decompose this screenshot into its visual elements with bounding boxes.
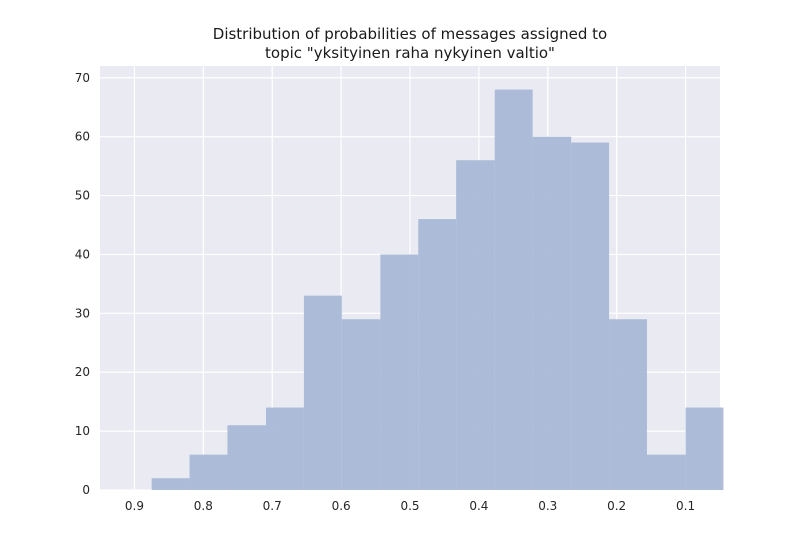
- x-axis-ticks: 0.9 0.8 0.7 0.6 0.5 0.4 0.3 0.2 0.1: [125, 499, 695, 513]
- y-tick-label: 40: [75, 247, 90, 261]
- histogram-bar: [304, 296, 342, 490]
- chart-title-line-1: Distribution of probabilities of message…: [213, 25, 607, 43]
- histogram-bar: [495, 90, 533, 490]
- histogram-bar: [647, 455, 686, 490]
- x-tick-label: 0.6: [332, 499, 351, 513]
- x-tick-label: 0.7: [263, 499, 282, 513]
- histogram-bar: [533, 137, 572, 490]
- y-tick-label: 10: [75, 424, 90, 438]
- histogram-bar: [571, 143, 609, 490]
- y-tick-label: 0: [82, 483, 90, 497]
- x-tick-label: 0.5: [400, 499, 419, 513]
- x-tick-label: 0.1: [676, 499, 695, 513]
- histogram-bar: [190, 455, 228, 490]
- histogram-bar: [686, 408, 724, 490]
- x-tick-label: 0.3: [538, 499, 557, 513]
- y-tick-label: 70: [75, 71, 90, 85]
- histogram-bar: [342, 319, 381, 490]
- y-axis-ticks: 0 10 20 30 40 50 60 70: [75, 71, 90, 497]
- y-tick-label: 20: [75, 365, 90, 379]
- y-tick-label: 60: [75, 130, 90, 144]
- y-tick-label: 50: [75, 189, 90, 203]
- histogram-bar: [227, 425, 266, 490]
- x-tick-label: 0.8: [194, 499, 213, 513]
- histogram-bar: [380, 254, 418, 490]
- histogram-bar: [266, 408, 304, 490]
- x-tick-label: 0.2: [607, 499, 626, 513]
- chart-title-line-2: topic "yksityinen raha nykyinen valtio": [265, 44, 555, 62]
- histogram-bar: [152, 478, 190, 490]
- x-tick-label: 0.9: [125, 499, 144, 513]
- x-tick-label: 0.4: [469, 499, 488, 513]
- y-tick-label: 30: [75, 306, 90, 320]
- histogram-bar: [609, 319, 647, 490]
- histogram-bar: [418, 219, 456, 490]
- histogram-bar: [456, 160, 495, 490]
